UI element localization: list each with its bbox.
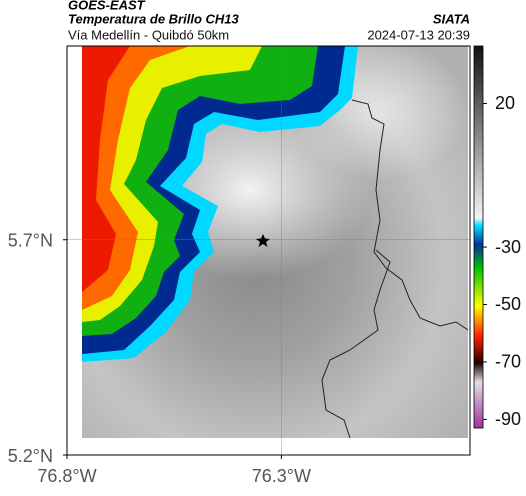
x-tick-label: 76.3°W (252, 466, 311, 486)
title: GOES-EAST (68, 0, 146, 12)
source: SIATA (433, 11, 470, 26)
x-tick-label: 76.8°W (37, 466, 96, 486)
y-tick-label: 5.2°N (8, 446, 53, 466)
colorbar-tick-label: 20 (495, 93, 515, 113)
satellite-image (82, 46, 468, 438)
timestamp: 2024-07-13 20:39 (367, 27, 470, 42)
subtitle: Temperatura de Brillo CH13 (68, 11, 240, 26)
colorbar (473, 45, 484, 429)
map-frame (66, 45, 471, 456)
colorbar-tick-label: -50 (495, 294, 521, 314)
colorbar-tick-label: -30 (495, 237, 521, 257)
city-marker (256, 234, 270, 247)
y-tick-label: 5.7°N (8, 230, 53, 250)
colorbar-tick-label: -90 (495, 409, 521, 429)
colorbar-tick-label: -70 (495, 352, 521, 372)
region: Vía Medellín - Quibdó 50km (68, 27, 229, 42)
